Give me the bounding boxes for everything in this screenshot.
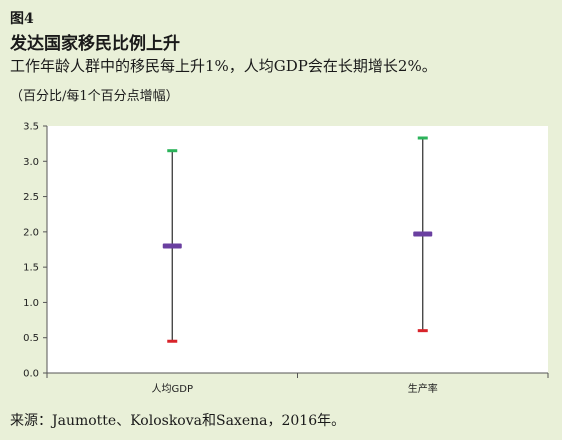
upper-bound-marker bbox=[167, 149, 178, 153]
estimate-marker bbox=[413, 231, 433, 237]
marks bbox=[162, 136, 433, 343]
y-tick-label: 3.5 bbox=[23, 122, 39, 133]
unit-label: （百分比/每1个百分点增幅） bbox=[10, 89, 179, 104]
figure-label: 图4 bbox=[10, 11, 34, 27]
lower-bound-marker bbox=[167, 339, 178, 343]
estimate-marker bbox=[162, 243, 182, 249]
y-tick-label: 2.0 bbox=[23, 227, 39, 238]
plot-area bbox=[47, 126, 548, 373]
x-tick-label: 生产率 bbox=[408, 382, 438, 395]
y-tick-label: 1.5 bbox=[23, 263, 39, 274]
axes: 0.0 0.5 1.0 1.5 2.0 2.5 3.0 3.5 人均GDP 生产率 bbox=[23, 122, 549, 395]
source-note: 来源：Jaumotte、Koloskova和Saxena，2016年。 bbox=[10, 413, 346, 429]
chart-subtitle: 工作年龄人群中的移民每上升1%，人均GDP会在长期增长2%。 bbox=[10, 57, 437, 75]
chart-title: 发达国家移民比例上升 bbox=[10, 34, 180, 54]
y-tick-label: 1.0 bbox=[23, 298, 39, 309]
y-tick-label: 3.0 bbox=[23, 157, 39, 168]
y-tick-label: 0.0 bbox=[23, 369, 39, 380]
x-tick-label: 人均GDP bbox=[152, 383, 193, 395]
y-tick-label: 2.5 bbox=[23, 192, 39, 203]
y-tick-label: 0.5 bbox=[23, 333, 39, 344]
lower-bound-marker bbox=[417, 329, 428, 333]
upper-bound-marker bbox=[417, 136, 428, 140]
